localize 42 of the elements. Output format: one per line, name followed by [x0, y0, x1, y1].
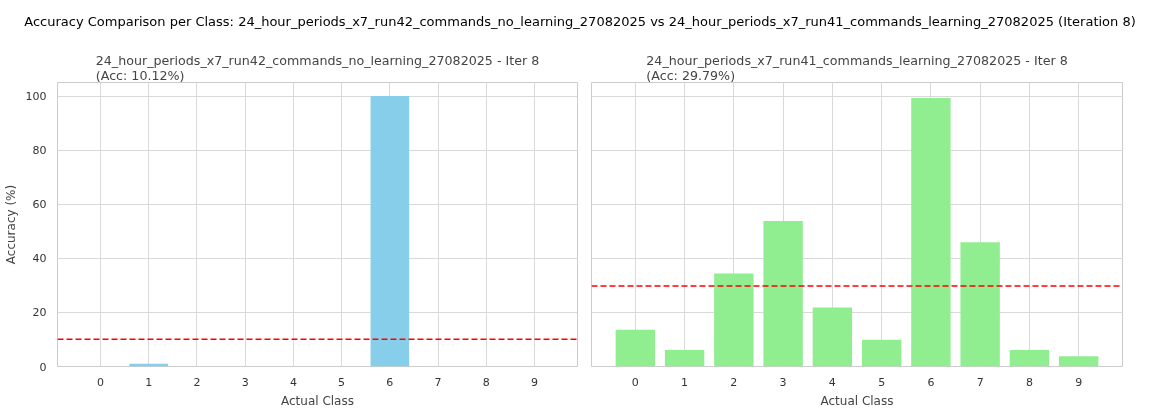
y-axis-title: Accuracy (%) [3, 184, 18, 265]
bar [664, 350, 705, 367]
x-tick-label: 7 [434, 375, 442, 389]
chart-title: 24_hour_periods_x7_run42_commands_no_learning_27082025 - Iter 8 (Acc: 10.12%) [95, 52, 540, 83]
x-tick-label: 4 [289, 375, 297, 389]
x-tick-label: 2 [193, 375, 201, 389]
x-tick-label: 6 [927, 375, 935, 389]
bar [1058, 356, 1099, 367]
chart-title: 24_hour_periods_x7_run41_commands_learning_27082025 - Iter 8 (Acc: 29.79%) [646, 52, 1068, 83]
x-tick-label: 0 [631, 375, 639, 389]
bar [861, 339, 902, 367]
bar [1009, 350, 1050, 367]
x-tick-label: 8 [482, 375, 490, 389]
bar [714, 273, 754, 367]
bar [812, 307, 853, 367]
x-tick-label: 3 [241, 375, 249, 389]
x-tick-label: 0 [96, 375, 104, 389]
y-tick-label: 40 [32, 252, 47, 266]
bar [763, 220, 803, 367]
y-tick-label: 80 [32, 144, 47, 158]
x-tick-label: 9 [531, 375, 539, 389]
y-tick-label: 60 [32, 198, 47, 212]
x-tick-label: 3 [779, 375, 787, 389]
x-tick-label: 9 [1075, 375, 1083, 389]
y-tick-label: 20 [32, 306, 47, 320]
y-tick-label: 100 [25, 90, 47, 104]
x-tick-label: 4 [828, 375, 836, 389]
x-tick-label: 6 [386, 375, 394, 389]
x-tick-label: 2 [730, 375, 738, 389]
x-tick-label: 1 [681, 375, 689, 389]
x-axis-title: Actual Class [281, 393, 354, 408]
bar [911, 97, 951, 367]
x-tick-label: 7 [976, 375, 984, 389]
x-tick-label: 5 [338, 375, 346, 389]
x-tick-label: 1 [145, 375, 153, 389]
y-tick-label: 0 [39, 360, 47, 374]
bar [960, 242, 1000, 367]
text: Accuracy Comparison per Class: 24_hour_periods_x7_run42_commands_no_learning_27082025 vs 24_hour_periods_x7_run41_commands_learning_27082025 (Iteration 8) [24, 13, 1136, 31]
x-tick-label: 5 [878, 375, 886, 389]
x-axis-title: Actual Class [820, 393, 894, 408]
x-tick-label: 8 [1025, 375, 1033, 389]
bar [615, 329, 656, 367]
